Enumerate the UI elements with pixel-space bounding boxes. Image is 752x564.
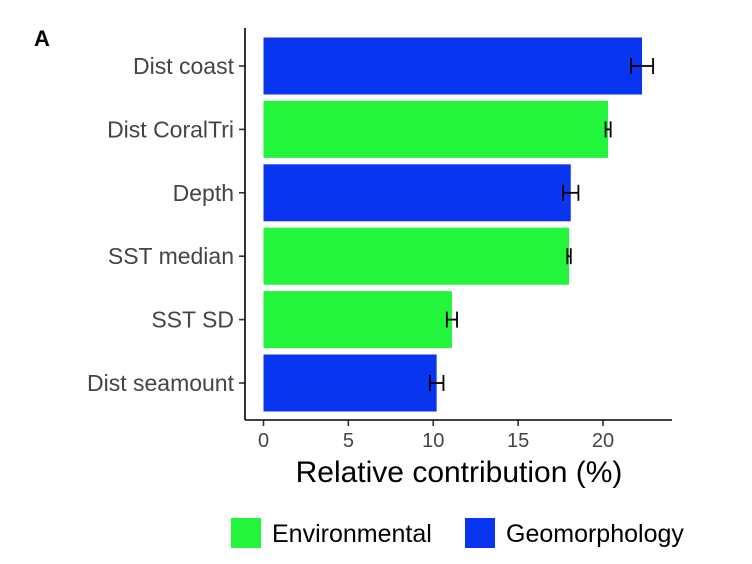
category-label-sst-sd: SST SD [151,307,234,333]
x-axis-title: Relative contribution (%) [296,456,623,489]
bar-sst-median [263,227,570,285]
legend-label-geomorphology: Geomorphology [506,520,684,548]
bar-sst-sd [263,291,452,349]
bar-dist-coraltri [263,100,609,158]
legend: Environmental Geomorphology [231,518,684,548]
category-label-dist-coraltri: Dist CoralTri [107,116,234,142]
legend-swatch-environmental [231,518,261,548]
category-label-dist-seamount: Dist seamount [87,370,235,396]
category-label-sst-median: SST median [108,243,234,269]
x-axis-ticks: 0 5 10 15 20 [258,420,614,452]
legend-swatch-geomorphology [465,518,495,548]
error-bar-dist-seamount [428,375,445,391]
x-tick-label-20: 20 [592,430,614,452]
error-bar-dist-coraltri [604,121,612,138]
error-bar-sst-sd [445,311,458,328]
legend-item-geomorphology: Geomorphology [465,518,684,548]
x-tick-label-10: 10 [422,430,444,452]
error-bars-group [428,58,654,391]
x-tick-label-0: 0 [258,430,269,452]
bars-group [263,37,643,412]
category-label-dist-coast: Dist coast [133,53,235,79]
category-labels: Dist coast Dist CoralTri Depth SST median SS… [87,53,245,396]
bar-depth [263,164,571,222]
panel-label: A [34,26,50,51]
bar-dist-coast [263,37,643,95]
x-tick-label-15: 15 [507,430,529,452]
error-bar-depth [562,184,580,201]
legend-item-environmental: Environmental [231,518,432,548]
bar-dist-seamount [263,354,437,412]
legend-label-environmental: Environmental [272,520,432,548]
category-label-depth: Depth [173,180,234,206]
error-bar-dist-coast [630,58,654,74]
error-bar-sst-median [566,248,572,265]
x-tick-label-5: 5 [343,430,354,452]
